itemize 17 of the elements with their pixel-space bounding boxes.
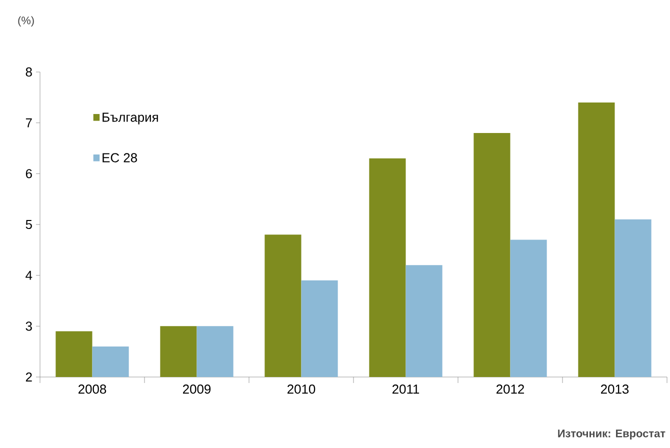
y-tick-label: 8	[26, 67, 32, 77]
legend-label: ЕС 28	[102, 153, 137, 162]
x-tick-label: 2010	[288, 384, 316, 394]
y-tick-label: 3	[26, 322, 32, 331]
y-tick-label: 5	[26, 220, 32, 230]
y-tick-label: 6	[26, 169, 32, 178]
x-tick-label: 2008	[78, 384, 106, 394]
text: Източник: Евростат	[558, 430, 666, 440]
y-tick-label: 7	[26, 118, 32, 128]
y-tick-label: 4	[26, 270, 32, 280]
x-tick-label: 2013	[601, 384, 629, 394]
y-axis-title: (%)	[18, 16, 34, 26]
x-tick-label: 2011	[392, 384, 420, 394]
x-tick-label: 2009	[183, 384, 211, 394]
x-tick-label: 2012	[496, 384, 524, 394]
legend-label: България	[102, 112, 158, 124]
y-tick-label: 2	[26, 372, 32, 382]
